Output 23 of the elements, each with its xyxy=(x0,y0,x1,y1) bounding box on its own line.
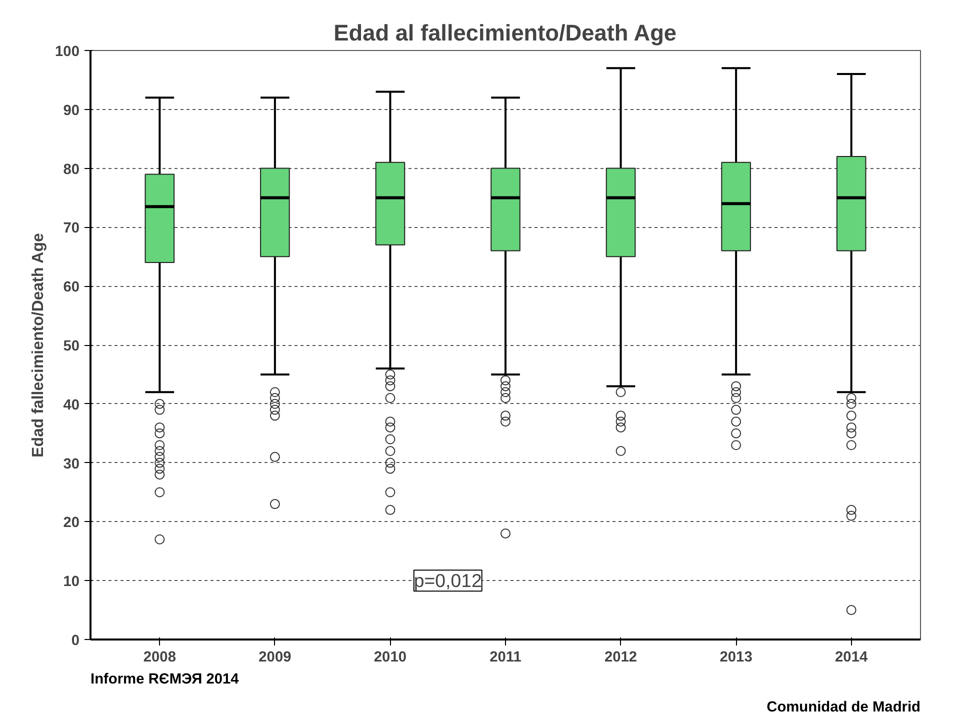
x-tick-label: 2014 xyxy=(835,650,868,666)
y-tick-label: 70 xyxy=(63,220,80,237)
y-tick-label: 10 xyxy=(63,574,80,590)
y-tick-label: 80 xyxy=(63,162,80,178)
y-tick-label: 20 xyxy=(63,515,80,532)
y-tick-label: 90 xyxy=(63,102,80,119)
annotation: p=0,012 xyxy=(414,570,482,592)
chart-title: Edad al fallecimiento/Death Age xyxy=(334,20,677,46)
x-tick-label: 2011 xyxy=(490,650,522,666)
x-tick-label: 2008 xyxy=(143,650,176,666)
x-tick-label: 2012 xyxy=(604,650,638,666)
y-tick-label: 40 xyxy=(63,397,80,414)
x-tick-label: 2009 xyxy=(258,650,292,666)
y-tick-label: 60 xyxy=(63,280,80,296)
x-tick-label: 2010 xyxy=(374,650,407,666)
y-tick-label: 100 xyxy=(55,44,80,60)
text: Comunidad de Madrid xyxy=(766,700,920,716)
x-tick-label: 2013 xyxy=(720,650,752,666)
text: Informe RЄMЭЯ 2014 xyxy=(90,672,240,688)
y-axis-title: Edad fallecimiento/Death Age xyxy=(30,233,48,458)
y-tick-label: 50 xyxy=(63,338,80,354)
y-tick-label: 0 xyxy=(71,633,80,649)
y-tick-label: 30 xyxy=(63,456,80,472)
